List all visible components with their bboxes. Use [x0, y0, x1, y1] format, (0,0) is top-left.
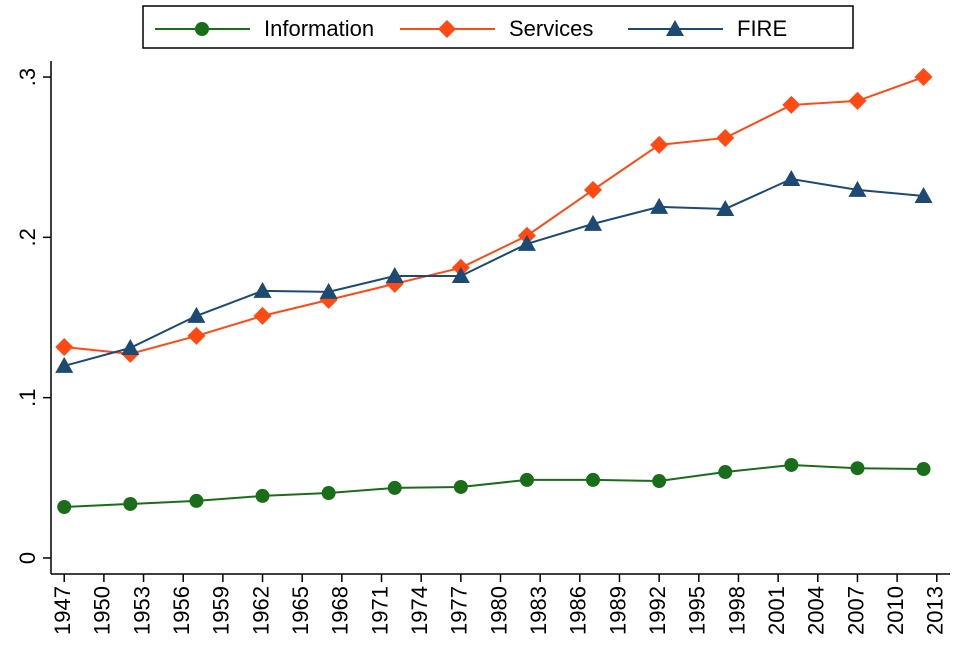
x-tick-label: 1995: [685, 586, 710, 635]
x-tick-label: 1983: [526, 586, 551, 635]
marker: [650, 197, 669, 214]
legend: Information Services FIRE: [142, 5, 854, 49]
marker: [453, 479, 468, 494]
y-tick-label: .1: [15, 388, 40, 406]
marker: [187, 326, 206, 345]
marker: [57, 499, 72, 514]
x-tick-label: 1947: [50, 586, 75, 635]
marker: [718, 465, 733, 480]
x-tick-label: 1974: [407, 586, 432, 635]
marker: [914, 186, 933, 203]
marker: [784, 457, 799, 472]
marker: [848, 180, 867, 197]
marker: [650, 135, 669, 154]
marker: [253, 281, 272, 298]
x-tick-label: 1998: [724, 586, 749, 635]
x-tick-label: 1977: [447, 586, 472, 635]
x-tick-label: 1959: [209, 586, 234, 635]
marker: [321, 486, 336, 501]
legend-label: Services: [509, 16, 593, 41]
y-tick-label: 0: [15, 552, 40, 564]
x-tick-label: 2004: [804, 586, 829, 635]
series-line: [64, 463, 924, 508]
x-tick-label: 1992: [645, 586, 670, 635]
marker: [438, 20, 456, 38]
x-tick-label: 2010: [883, 586, 908, 635]
legend-box: [142, 5, 854, 49]
marker: [187, 306, 206, 323]
marker: [584, 180, 603, 199]
series-line: [63, 177, 924, 367]
marker: [121, 338, 140, 355]
x-tick-label: 1956: [169, 586, 194, 635]
legend-label: FIRE: [737, 16, 787, 41]
x-tick-label: 1968: [328, 586, 353, 635]
x-tick-label: 1950: [90, 586, 115, 635]
marker: [387, 480, 402, 495]
marker: [319, 282, 338, 299]
x-tick-label: 1986: [566, 586, 591, 635]
marker: [255, 488, 270, 503]
x-tick-label: 1971: [367, 586, 392, 635]
marker: [586, 472, 601, 487]
marker: [517, 234, 536, 251]
marker: [519, 472, 534, 487]
x-tick-label: 2013: [923, 586, 948, 635]
x-tick-label: 1980: [486, 586, 511, 635]
x-tick-label: 2001: [764, 586, 789, 635]
marker: [55, 356, 74, 373]
legend-label: Information: [264, 16, 374, 41]
marker: [716, 199, 735, 216]
marker: [666, 20, 684, 36]
marker: [914, 68, 933, 87]
marker: [782, 169, 801, 186]
marker: [848, 91, 867, 110]
series-line: [64, 76, 924, 355]
x-tick-label: 1962: [248, 586, 273, 635]
marker: [916, 461, 931, 476]
marker: [55, 337, 74, 356]
x-tick-label: 2007: [843, 586, 868, 635]
marker: [652, 474, 667, 489]
marker: [195, 22, 209, 36]
marker: [716, 128, 735, 147]
marker: [385, 266, 404, 283]
x-tick-label: 1953: [129, 586, 154, 635]
marker: [782, 95, 801, 114]
marker: [253, 306, 272, 325]
marker: [189, 493, 204, 508]
y-tick-label: .3: [15, 68, 40, 86]
x-tick-label: 1989: [605, 586, 630, 635]
y-tick-label: .2: [15, 228, 40, 246]
marker: [123, 496, 138, 511]
marker: [451, 266, 470, 283]
marker: [850, 461, 865, 476]
x-tick-label: 1965: [288, 586, 313, 635]
marker: [584, 214, 603, 231]
